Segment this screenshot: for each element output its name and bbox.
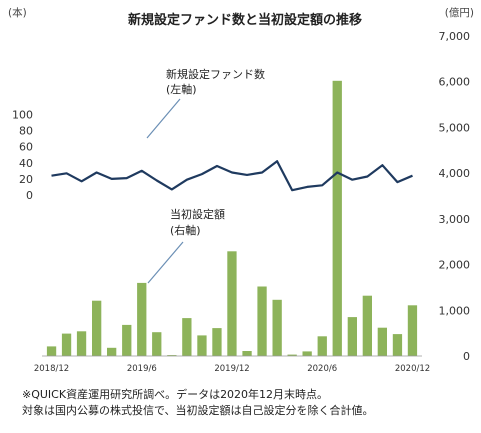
- left-tick-label: 0: [26, 189, 33, 202]
- initial-amount-bar: [212, 328, 222, 356]
- initial-amount-bar: [122, 324, 132, 356]
- x-tick-label: 2020/12: [395, 364, 430, 374]
- initial-amount-bar: [257, 286, 267, 356]
- right-tick-label: 6,000: [439, 76, 471, 89]
- initial-amount-bar: [137, 282, 147, 356]
- initial-amount-bar: [302, 351, 312, 356]
- line-annotation-label: 新規設定ファンド数: [166, 67, 265, 81]
- bar-annotation-sublabel: (右軸): [170, 223, 201, 237]
- left-tick-label: 20: [19, 173, 33, 186]
- initial-amount-bar: [287, 354, 297, 356]
- initial-amount-bar: [317, 336, 327, 356]
- x-axis-ticks: 2018/12 2019/6 2019/12 2020/6 2020/12: [34, 364, 430, 374]
- initial-amount-bar: [362, 295, 372, 356]
- initial-amount-bar: [242, 351, 252, 356]
- x-tick-label: 2019/12: [214, 364, 249, 374]
- right-tick-label: 7,000: [439, 30, 471, 43]
- left-axis-unit: (本): [8, 6, 27, 19]
- initial-amount-bar: [92, 300, 102, 356]
- right-tick-label: 5,000: [439, 121, 471, 134]
- initial-amount-bar: [272, 299, 282, 356]
- bar-annotation-leader: [147, 241, 184, 284]
- right-axis-ticks: 0 1,000 2,000 3,000 4,000 5,000 6,000 7,000: [439, 30, 471, 363]
- fund-count-line-path: [51, 160, 413, 192]
- initial-amount-bar: [61, 333, 72, 356]
- initial-amount-bar: [152, 332, 162, 356]
- left-tick-label: 40: [19, 157, 33, 170]
- left-axis-ticks: 0 20 40 60 80 100: [12, 109, 33, 203]
- right-tick-label: 0: [463, 350, 470, 363]
- initial-amount-bar: [182, 318, 192, 356]
- initial-amount-bar: [46, 346, 57, 356]
- right-tick-label: 4,000: [439, 167, 471, 180]
- x-tick-label: 2019/6: [127, 364, 157, 374]
- chart-title: 新規設定ファンド数と当初設定額の推移: [128, 12, 362, 28]
- initial-amount-bar: [392, 334, 403, 356]
- right-axis-unit: (億円): [445, 6, 474, 19]
- scope-note: 対象は国内公募の株式投信で、当初設定額は自己設定分を除く合計値。: [22, 404, 374, 417]
- initial-amount-bar: [107, 347, 117, 356]
- right-tick-label: 2,000: [439, 259, 471, 272]
- line-annotation-leader: [146, 98, 181, 139]
- right-tick-label: 1,000: [439, 304, 471, 317]
- left-tick-label: 60: [19, 141, 33, 154]
- x-tick-label: 2018/12: [34, 364, 69, 374]
- initial-amount-bar: [407, 305, 418, 356]
- initial-amount-bar: [197, 335, 207, 356]
- initial-amount-bar: [347, 317, 357, 356]
- chart-annotations: 新規設定ファンド数 (左軸) 当初設定額 (右軸): [146, 67, 265, 284]
- initial-amount-bar: [227, 251, 237, 356]
- initial-amount-bar: [167, 355, 177, 356]
- initial-amount-bar: [377, 327, 387, 356]
- left-tick-label: 80: [19, 125, 33, 138]
- initial-amount-bar: [332, 80, 342, 357]
- initial-amount-bars: [42, 80, 422, 357]
- line-annotation-sublabel: (左軸): [166, 82, 197, 96]
- initial-amount-bar: [76, 331, 87, 356]
- left-tick-label: 100: [12, 109, 33, 122]
- x-tick-label: 2020/6: [307, 364, 337, 374]
- source-note: ※QUICK資産運用研究所調べ。データは2020年12月末時点。: [22, 388, 329, 401]
- fund-count-line: [51, 160, 413, 192]
- right-tick-label: 3,000: [439, 213, 471, 226]
- bar-annotation-label: 当初設定額: [170, 207, 225, 221]
